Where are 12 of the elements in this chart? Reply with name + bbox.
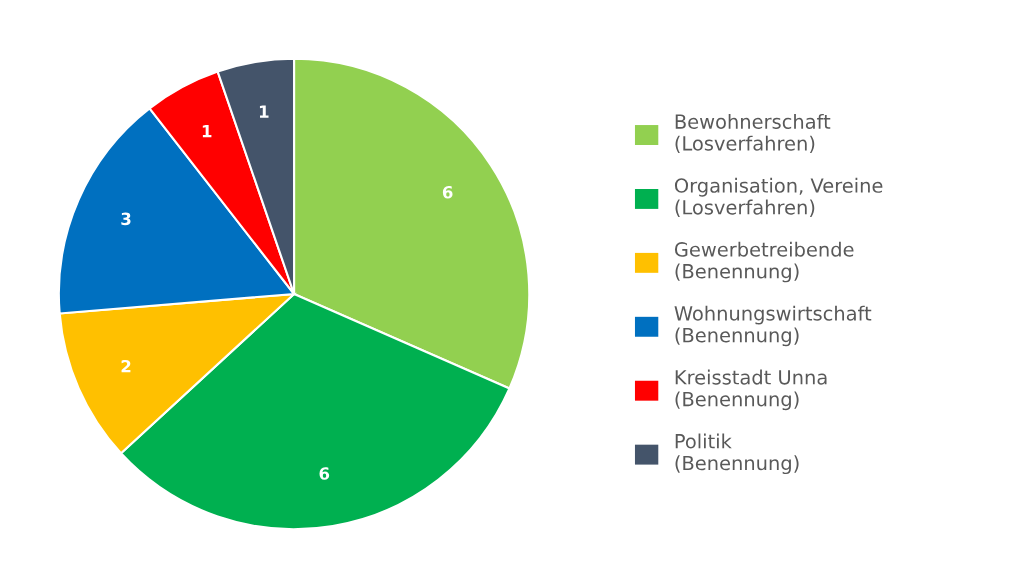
data-label: 1 (259, 105, 269, 118)
data-label: 6 (319, 467, 330, 480)
data-label: 1 (202, 125, 212, 138)
data-label: 2 (121, 359, 131, 373)
legend-label: Wohnungswirtschaft (Benennung) (674, 305, 872, 347)
legend-label: Kreisstadt Unna (Benennung) (675, 369, 827, 411)
data-label: 3 (121, 212, 131, 226)
legend-label: Politik (Benennung) (675, 433, 799, 475)
legend-label: Bewohnerschaft (Losverfahren) (675, 113, 831, 153)
legend-label: Organisation, Vereine (Losverfahren) (674, 177, 883, 217)
data-label: 6 (442, 185, 453, 199)
legend-label: Gewerbetreibende (Benennung) (674, 241, 854, 283)
